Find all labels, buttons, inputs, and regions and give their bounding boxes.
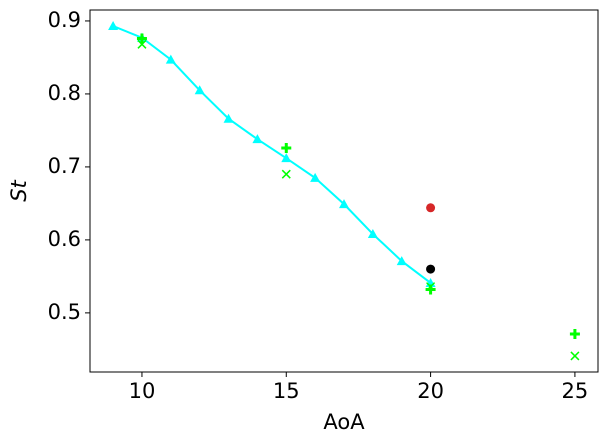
- triangle-marker: [252, 134, 263, 144]
- x-tick-label: 15: [273, 379, 300, 403]
- triangle-marker: [310, 172, 321, 182]
- x-marker: [137, 39, 147, 49]
- x-tick-label: 25: [562, 379, 589, 403]
- triangle-marker: [339, 199, 349, 209]
- x-tick-label: 10: [129, 379, 156, 403]
- y-axis-label: St: [7, 179, 31, 201]
- x-tick-label: 20: [417, 379, 444, 403]
- y-tick-label: 0.7: [48, 154, 81, 178]
- triangle-marker: [194, 85, 205, 95]
- triangle-marker: [223, 113, 234, 123]
- circle-marker: [426, 203, 436, 213]
- y-tick-label: 0.8: [48, 81, 81, 105]
- x-marker: [281, 169, 291, 179]
- plus-marker: [569, 329, 580, 340]
- triangle-marker: [367, 229, 378, 239]
- plot-frame: [89, 9, 599, 373]
- plus-marker: [136, 33, 147, 44]
- triangle-marker: [165, 54, 176, 64]
- x-marker: [570, 351, 580, 361]
- series-line: [112, 25, 432, 284]
- triangle-marker: [281, 153, 292, 163]
- y-tick-label: 0.6: [48, 227, 81, 251]
- x-marker: [426, 282, 436, 292]
- x-axis-label: AoA: [323, 410, 365, 434]
- y-tick-label: 0.9: [48, 8, 81, 32]
- y-tick-label: 0.5: [48, 300, 81, 324]
- plus-marker: [281, 142, 292, 153]
- triangle-marker: [108, 21, 119, 31]
- triangle-marker: [396, 256, 407, 266]
- circle-marker: [426, 264, 436, 274]
